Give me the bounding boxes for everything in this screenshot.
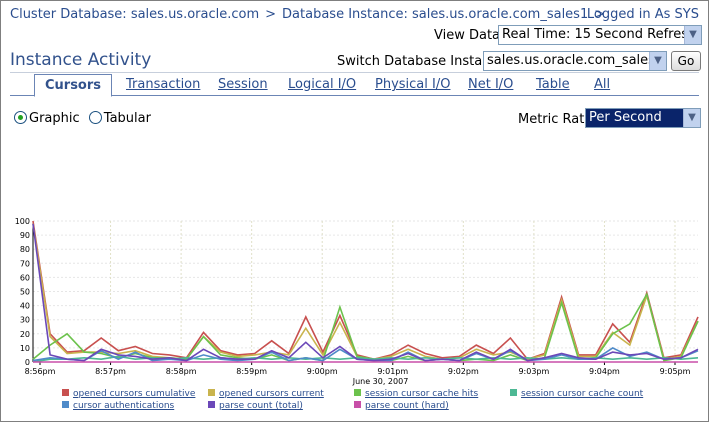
legend-swatch <box>208 389 215 396</box>
tabular-radio[interactable] <box>88 111 102 124</box>
tab-net-io[interactable]: Net I/O <box>468 77 514 92</box>
legend-swatch <box>62 389 69 396</box>
view-data-label: View Data <box>434 28 501 43</box>
tab-all[interactable]: All <box>594 77 611 92</box>
graphic-radio-label[interactable]: Graphic <box>29 111 80 126</box>
legend-label[interactable]: opened cursors cumulative <box>73 389 196 399</box>
legend-label[interactable]: session cursor cache count <box>521 389 644 399</box>
y-tick-label: 90 <box>20 231 30 240</box>
tab-cursors[interactable]: Cursors <box>34 74 112 97</box>
tab-table[interactable]: Table <box>536 77 570 92</box>
legend-item[interactable]: parse count (total) <box>208 401 303 411</box>
legend-label[interactable]: parse count (hard) <box>365 401 449 411</box>
series-line-opened-cursors-cumulative <box>32 220 699 361</box>
legend-swatch <box>354 401 361 408</box>
x-tick-label: 8:58pm <box>166 367 197 376</box>
chevron-down-icon[interactable]: ▼ <box>684 26 701 44</box>
metric-rate-selected-value: Per Second <box>589 110 662 125</box>
login-status: Logged in As SYS <box>586 7 699 22</box>
legend-label[interactable]: opened cursors current <box>219 389 324 399</box>
metric-rate-select[interactable]: Per Second ▼ <box>585 108 701 128</box>
graphic-radio[interactable] <box>14 111 27 124</box>
page-title: Instance Activity <box>10 50 152 70</box>
x-tick-label: 9:03pm <box>518 367 549 376</box>
tabular-radio-label[interactable]: Tabular <box>103 111 151 126</box>
view-data-select[interactable]: Real Time: 15 Second Refresh ▼ <box>498 25 702 45</box>
y-tick-label: 100 <box>15 217 30 226</box>
y-tick-label: 70 <box>20 259 30 268</box>
x-tick-label: 9:02pm <box>448 367 479 376</box>
breadcrumb-separator: > <box>265 7 277 22</box>
switch-instance-selected-value: sales.us.oracle.com_sales1 <box>487 53 664 68</box>
x-tick-label: 9:01pm <box>377 367 408 376</box>
chevron-down-icon[interactable]: ▼ <box>683 109 700 127</box>
breadcrumb-instance-link[interactable]: Database Instance: sales.us.oracle.com_s… <box>282 7 589 22</box>
legend-swatch <box>208 401 215 408</box>
legend-item[interactable]: session cursor cache count <box>510 389 643 399</box>
y-tick-label: 0 <box>25 358 30 367</box>
tab-bar: Cursors Transaction Session Logical I/O … <box>10 74 699 97</box>
series-line-parse-count-total- <box>32 223 699 362</box>
y-tick-label: 10 <box>20 344 30 353</box>
y-tick-label: 60 <box>20 273 30 282</box>
x-tick-label: 9:04pm <box>589 367 620 376</box>
x-tick-label: 8:56pm <box>25 367 56 376</box>
metric-rate-label: Metric Rate <box>518 112 593 127</box>
legend-label[interactable]: cursor authentications <box>73 401 175 411</box>
title-divider <box>10 72 699 73</box>
y-tick-label: 20 <box>20 330 30 339</box>
legend-item[interactable]: parse count (hard) <box>354 401 449 411</box>
x-date-label: June 30, 2007 <box>352 377 409 386</box>
tab-logical-io[interactable]: Logical I/O <box>288 77 357 92</box>
legend-item[interactable]: opened cursors current <box>208 389 324 399</box>
breadcrumb: Cluster Database: sales.us.oracle.com > Da… <box>10 7 611 22</box>
legend-swatch <box>510 389 517 396</box>
y-tick-label: 50 <box>20 288 30 297</box>
x-tick-label: 8:57pm <box>95 367 126 376</box>
legend-item[interactable]: opened cursors cumulative <box>62 389 195 399</box>
x-tick-label: 9:00pm <box>307 367 338 376</box>
switch-instance-label: Switch Database Instance <box>337 54 506 69</box>
chevron-down-icon[interactable]: ▼ <box>649 52 666 70</box>
y-tick-label: 30 <box>20 316 30 325</box>
tab-session[interactable]: Session <box>218 77 268 92</box>
cursors-line-chart: 0 10 20 30 40 50 60 70 80 90 100 8:56pm 8:57pm 8:58pm… <box>15 217 699 386</box>
legend-item[interactable]: session cursor cache hits <box>354 389 478 399</box>
legend-label[interactable]: session cursor cache hits <box>365 389 479 399</box>
legend-item[interactable]: cursor authentications <box>62 401 174 411</box>
x-tick-label: 9:05pm <box>660 367 691 376</box>
switch-instance-select[interactable]: sales.us.oracle.com_sales1 ▼ <box>483 51 667 71</box>
legend-label[interactable]: parse count (total) <box>219 401 303 411</box>
tab-physical-io[interactable]: Physical I/O <box>375 77 451 92</box>
view-data-selected-value: Real Time: 15 Second Refresh <box>502 27 697 42</box>
y-tick-label: 80 <box>20 245 30 254</box>
view-mode-radio-group: Graphic Tabular <box>14 111 156 126</box>
tab-transaction[interactable]: Transaction <box>126 77 201 92</box>
go-button[interactable]: Go <box>671 51 701 71</box>
x-tick-label: 8:59pm <box>236 367 267 376</box>
y-tick-label: 40 <box>20 302 30 311</box>
breadcrumb-trailing-separator: > <box>594 7 606 22</box>
legend-swatch <box>354 389 361 396</box>
legend-swatch <box>62 401 69 408</box>
breadcrumb-cluster-link[interactable]: Cluster Database: sales.us.oracle.com <box>10 7 260 22</box>
